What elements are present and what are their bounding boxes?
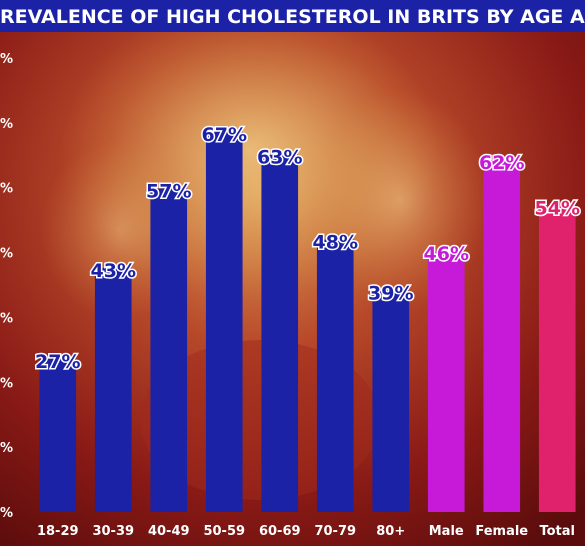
y-tick-label: % xyxy=(0,52,13,67)
x-tick-label: 80+ xyxy=(376,524,405,539)
bar-40-49 xyxy=(150,188,188,512)
data-label: 62% xyxy=(479,152,524,174)
data-label: 46% xyxy=(424,243,469,265)
x-tick-label: 60-69 xyxy=(259,524,301,539)
data-label: 57% xyxy=(146,181,191,203)
y-tick-label: % xyxy=(0,182,13,197)
data-label: 39% xyxy=(368,283,413,305)
x-tick-label: Female xyxy=(475,524,528,539)
y-tick-label: % xyxy=(0,376,13,391)
bar-70-79 xyxy=(316,239,354,512)
y-tick-label: % xyxy=(0,117,13,132)
x-tick-label: 18-29 xyxy=(37,524,79,539)
y-tick-label: % xyxy=(0,247,13,262)
chart-title: REVALENCE OF HIGH CHOLESTEROL IN BRITS B… xyxy=(0,6,585,28)
data-label: 63% xyxy=(257,146,302,168)
y-tick-label: % xyxy=(0,441,13,456)
x-tick-label: Male xyxy=(429,524,464,539)
y-tick-label: % xyxy=(0,506,13,521)
data-label: 48% xyxy=(313,232,358,254)
x-axis: 18-29 30-39 40-49 50-59 60-69 70-79 80+ Male Fem… xyxy=(37,524,575,539)
x-tick-label: 30-39 xyxy=(92,524,134,539)
data-label: 54% xyxy=(535,198,580,220)
x-tick-label: 40-49 xyxy=(148,524,190,539)
y-axis: %%%%%%%% xyxy=(0,52,13,521)
data-labels: 27% 43% 57% 67% 63% 48% 39% 46% 62% 54% xyxy=(34,122,582,374)
x-tick-label: 50-59 xyxy=(203,524,245,539)
bar-total xyxy=(538,205,576,513)
bar-50-59 xyxy=(205,131,243,512)
data-label: 43% xyxy=(91,260,136,282)
bar-female xyxy=(483,160,521,512)
data-label: 67% xyxy=(202,124,247,146)
bar-male xyxy=(427,250,465,512)
title-bar xyxy=(0,0,585,32)
y-tick-label: % xyxy=(0,311,13,326)
x-tick-label: 70-79 xyxy=(314,524,356,539)
bar-80- xyxy=(372,290,410,512)
bar-30-39 xyxy=(94,267,132,512)
data-label: 27% xyxy=(35,351,80,373)
x-tick-label: Total xyxy=(539,524,575,539)
bar-18-29 xyxy=(39,358,77,512)
bars xyxy=(39,131,576,513)
bar-60-69 xyxy=(261,154,299,512)
